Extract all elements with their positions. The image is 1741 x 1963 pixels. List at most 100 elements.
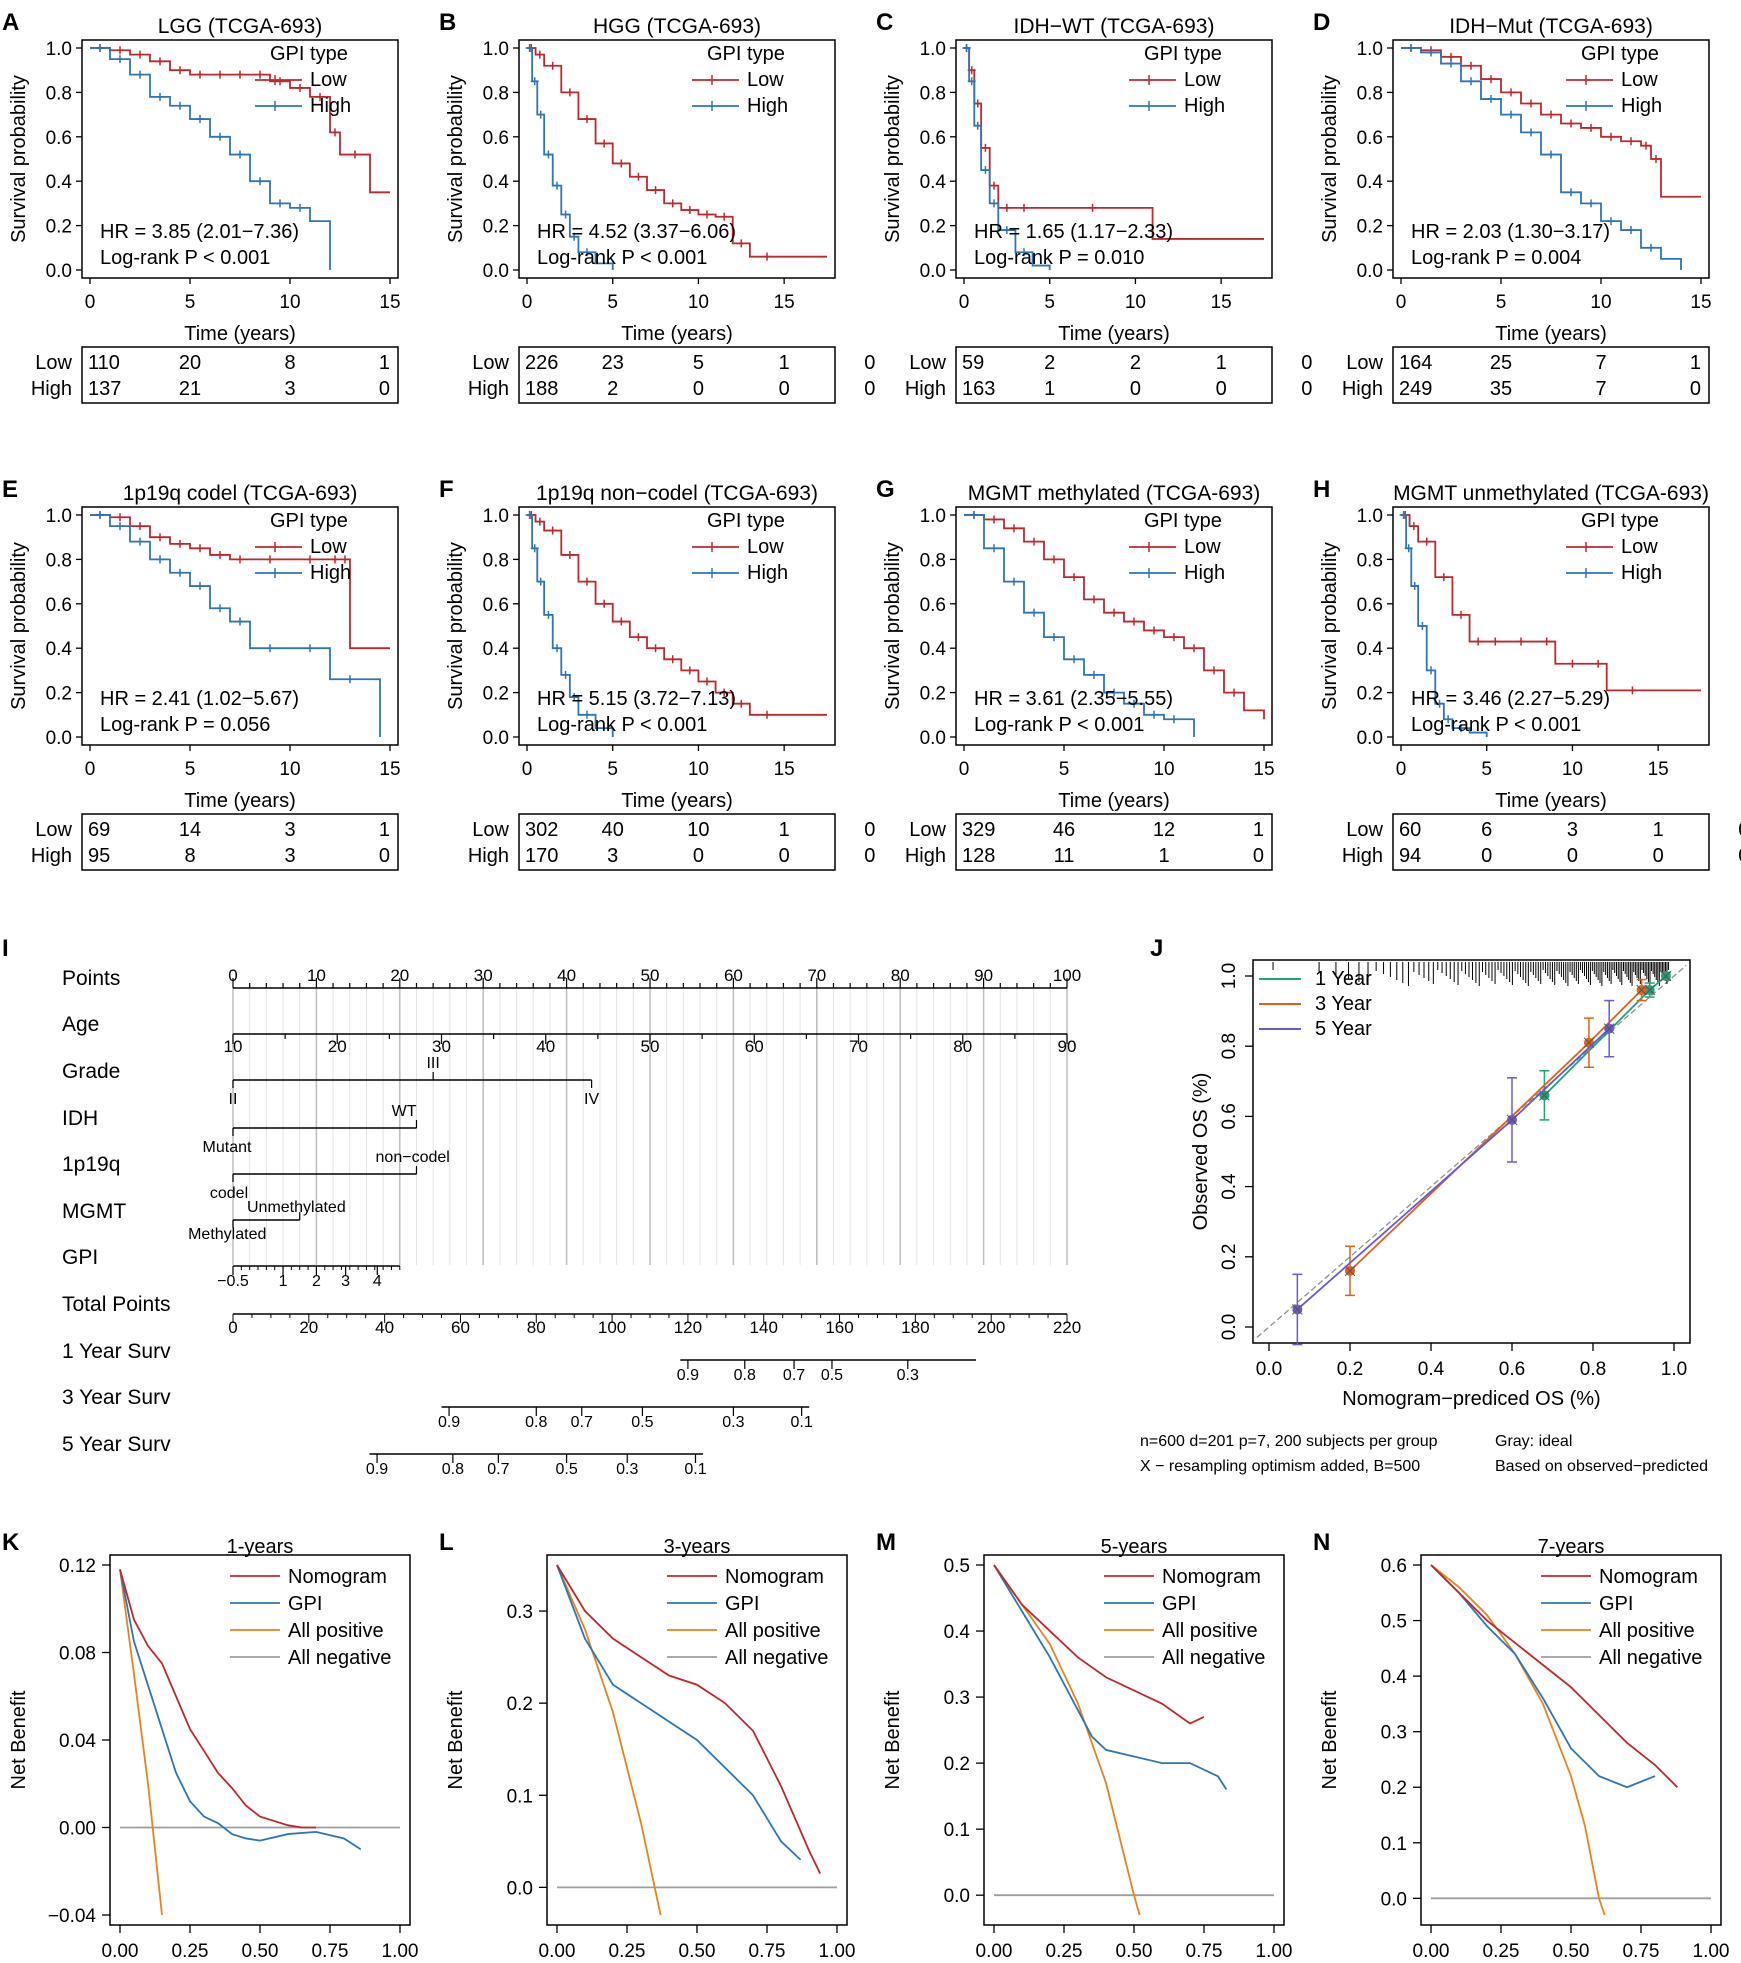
censor-mark bbox=[1507, 88, 1515, 97]
dca-line-nomogram bbox=[556, 1564, 822, 1874]
dca-panel-N: N 7-years 0.00 0.25 0.50 0.75 1.00 0.0 0.1 0.2 0.3… bbox=[1313, 1529, 1729, 1962]
censor-mark bbox=[536, 110, 545, 119]
x-tick-label: 5 bbox=[607, 759, 618, 780]
note-text: X − resampling optimism added, B=500 bbox=[1140, 1458, 1420, 1475]
km-curve-high bbox=[90, 47, 331, 270]
legend-label: 1 Year bbox=[1315, 968, 1372, 990]
y-tick-label: 0.2 bbox=[507, 1694, 533, 1715]
y-tick-label: 0.5 bbox=[944, 1556, 970, 1577]
risk-value: 94 bbox=[1399, 845, 1421, 867]
censor-mark bbox=[530, 77, 539, 86]
risk-value: 23 bbox=[602, 352, 624, 374]
risk-value: 0 bbox=[1481, 845, 1492, 867]
idh-tick-label: Mutant bbox=[203, 1139, 252, 1156]
risk-value: 1 bbox=[379, 352, 390, 374]
chart-title: 1-years bbox=[227, 1536, 294, 1558]
calibration-line bbox=[1296, 1027, 1610, 1311]
risk-value: 46 bbox=[1053, 819, 1075, 841]
risk-value: 20 bbox=[179, 352, 201, 374]
risk-value: 0 bbox=[1738, 819, 1741, 841]
survival-tick-label: 0.9 bbox=[438, 1414, 460, 1431]
legend-label: 3 Year bbox=[1315, 993, 1372, 1015]
censor-mark bbox=[561, 210, 570, 219]
y-tick-label: 1.0 bbox=[1357, 39, 1383, 60]
panel-letter: G bbox=[876, 476, 895, 503]
y-tick-label: 0.4 bbox=[1357, 639, 1384, 660]
censor-mark bbox=[1418, 622, 1427, 630]
censor-mark bbox=[668, 199, 677, 208]
risk-value: 0 bbox=[864, 352, 875, 374]
censor-mark bbox=[1130, 699, 1138, 708]
risk-value: 0 bbox=[1301, 378, 1312, 400]
censor-mark bbox=[1467, 77, 1475, 86]
censor-mark bbox=[1020, 203, 1028, 212]
y-tick-label: 0.2 bbox=[1381, 1778, 1407, 1799]
legend-label: GPI bbox=[1162, 1593, 1196, 1615]
pvalue-text: Log-rank P < 0.001 bbox=[1411, 714, 1581, 736]
points-tick-label: 80 bbox=[891, 966, 910, 985]
points-tick-label: 10 bbox=[307, 966, 326, 985]
y-tick-label: 0.2 bbox=[46, 217, 72, 238]
pvalue-text: Log-rank P < 0.001 bbox=[100, 247, 270, 269]
risk-value: 0 bbox=[1130, 378, 1141, 400]
survival-tick-label: 0.3 bbox=[897, 1367, 919, 1384]
km-curve-low bbox=[527, 47, 827, 258]
y-tick-label: 0.4 bbox=[944, 1622, 971, 1643]
note-text: n=600 d=201 p=7, 200 subjects per group bbox=[1140, 1433, 1438, 1450]
censor-mark bbox=[1542, 637, 1551, 646]
x-tick-label: 5 bbox=[1044, 292, 1055, 313]
y-tick-label: 0.6 bbox=[46, 128, 72, 149]
censor-mark bbox=[1002, 203, 1011, 212]
panel-letter: D bbox=[1313, 9, 1330, 36]
risk-row-label: High bbox=[905, 378, 946, 400]
censor-mark bbox=[156, 555, 164, 564]
y-tick-label: 0.0 bbox=[920, 261, 946, 282]
censor-mark bbox=[720, 688, 729, 697]
legend-title: GPI type bbox=[1581, 510, 1659, 532]
legend-label: Nomogram bbox=[725, 1566, 824, 1588]
censor-mark bbox=[685, 206, 694, 215]
y-tick-label: 0.6 bbox=[1357, 595, 1383, 616]
censor-mark bbox=[981, 166, 990, 175]
y-tick-label: 0.8 bbox=[46, 550, 72, 571]
dca-line-nomogram bbox=[1430, 1564, 1679, 1788]
censor-mark bbox=[306, 555, 314, 564]
risk-value: 249 bbox=[1399, 378, 1432, 400]
y-tick-label: 0.4 bbox=[46, 172, 73, 193]
legend-label: 5 Year bbox=[1315, 1018, 1372, 1040]
censor-mark bbox=[1447, 59, 1455, 68]
survival-tick-label: 0.9 bbox=[366, 1461, 388, 1478]
points-tick-label: 60 bbox=[724, 966, 743, 985]
panel-letter: E bbox=[2, 476, 18, 503]
censor-mark bbox=[583, 710, 591, 719]
censor-mark bbox=[651, 186, 660, 195]
risk-row-label: High bbox=[31, 845, 72, 867]
censor-mark bbox=[763, 252, 771, 261]
censor-mark bbox=[1020, 248, 1028, 257]
censor-mark bbox=[583, 248, 591, 257]
x-tick-label: 5 bbox=[185, 292, 196, 313]
total-points-tick-label: 0 bbox=[228, 1318, 237, 1337]
km-panel-E: E 1p19q codel (TCGA-693) 0.0 0.2 0.4 0.6 0.8 1.… bbox=[2, 476, 401, 871]
x-tick-label: 0.75 bbox=[1623, 1941, 1660, 1962]
legend-label: Low bbox=[310, 69, 347, 91]
x-tick-label: 1.00 bbox=[819, 1941, 856, 1962]
survival-tick-label: 0.7 bbox=[487, 1461, 509, 1478]
y-tick-label: 0.1 bbox=[507, 1786, 533, 1807]
points-tick-label: 40 bbox=[557, 966, 576, 985]
total-points-tick-label: 120 bbox=[674, 1318, 702, 1337]
censor-mark bbox=[236, 150, 244, 159]
censor-mark bbox=[1627, 226, 1635, 235]
y-tick-label: 0.2 bbox=[1357, 217, 1383, 238]
risk-value: 1 bbox=[779, 819, 790, 841]
y-tick-label: 1.0 bbox=[1219, 963, 1240, 989]
censor-mark bbox=[1487, 75, 1495, 84]
chart-title: MGMT methylated (TCGA-693) bbox=[968, 482, 1261, 505]
legend-label: High bbox=[1184, 562, 1225, 584]
hr-text: HR = 4.52 (3.37−6.06) bbox=[537, 221, 736, 243]
censor-mark bbox=[525, 44, 534, 52]
survival-tick-label: 0.1 bbox=[684, 1461, 706, 1478]
risk-value: 59 bbox=[962, 352, 984, 374]
points-tick-label: 70 bbox=[807, 966, 826, 985]
y-tick-label: 0.8 bbox=[920, 83, 946, 104]
